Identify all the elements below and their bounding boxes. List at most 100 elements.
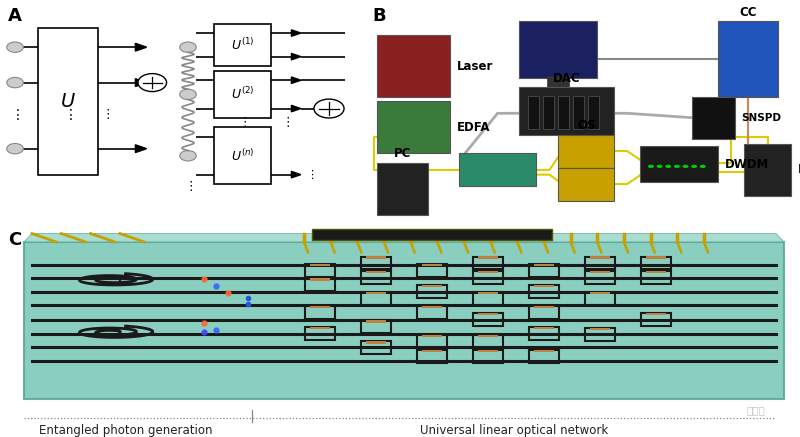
Bar <box>573 96 584 128</box>
Bar <box>646 271 666 274</box>
Circle shape <box>180 151 196 161</box>
Bar <box>310 278 330 281</box>
Bar <box>310 264 330 266</box>
Bar <box>478 271 498 274</box>
FancyBboxPatch shape <box>519 21 597 78</box>
Polygon shape <box>291 171 301 178</box>
Bar <box>422 264 442 266</box>
Bar <box>528 96 538 128</box>
Text: PC: PC <box>394 147 411 160</box>
Text: DWDM: DWDM <box>725 157 769 170</box>
Bar <box>214 24 270 66</box>
FancyBboxPatch shape <box>519 87 614 135</box>
Bar <box>543 96 554 128</box>
Circle shape <box>180 89 196 100</box>
Polygon shape <box>135 43 146 51</box>
Polygon shape <box>291 30 301 36</box>
Bar <box>422 335 442 337</box>
Bar <box>590 271 610 274</box>
Circle shape <box>6 42 23 52</box>
Text: $U$: $U$ <box>60 92 76 111</box>
Bar <box>478 292 498 295</box>
Circle shape <box>657 165 662 168</box>
Bar <box>547 76 569 99</box>
FancyBboxPatch shape <box>377 101 450 153</box>
FancyBboxPatch shape <box>377 163 429 215</box>
Bar <box>366 256 386 259</box>
Circle shape <box>700 165 706 168</box>
Text: Entangled photon generation: Entangled photon generation <box>39 424 213 437</box>
Text: $\vdots$: $\vdots$ <box>306 168 314 181</box>
Circle shape <box>691 165 697 168</box>
Text: $U^{(n)}$: $U^{(n)}$ <box>230 148 254 164</box>
FancyBboxPatch shape <box>692 97 735 139</box>
Bar <box>478 313 498 316</box>
Bar <box>537 97 580 106</box>
Text: $U^{(2)}$: $U^{(2)}$ <box>230 87 254 102</box>
Polygon shape <box>135 145 146 153</box>
Circle shape <box>6 143 23 154</box>
Text: 智东西: 智东西 <box>746 405 766 415</box>
Bar <box>478 350 498 352</box>
Polygon shape <box>291 105 301 112</box>
Bar <box>646 256 666 259</box>
Text: $U^{(1)}$: $U^{(1)}$ <box>230 37 254 53</box>
Text: CC: CC <box>739 6 757 19</box>
Text: EDFA: EDFA <box>457 121 490 134</box>
Text: $\vdots$: $\vdots$ <box>10 107 20 122</box>
Polygon shape <box>135 79 146 87</box>
Circle shape <box>138 73 166 92</box>
Text: OS: OS <box>577 119 595 132</box>
Circle shape <box>648 165 654 168</box>
Bar <box>422 284 442 287</box>
Bar <box>590 292 610 295</box>
Text: $\vdots$: $\vdots$ <box>238 114 247 128</box>
Circle shape <box>674 165 680 168</box>
FancyBboxPatch shape <box>744 144 791 196</box>
Circle shape <box>180 42 196 52</box>
FancyBboxPatch shape <box>458 153 537 187</box>
Bar <box>366 271 386 274</box>
Bar <box>214 71 270 118</box>
Text: $\vdots$: $\vdots$ <box>282 114 290 128</box>
Bar <box>558 96 569 128</box>
Circle shape <box>666 165 671 168</box>
Bar <box>310 305 330 308</box>
Text: SNSPD: SNSPD <box>742 113 782 123</box>
Text: PC: PC <box>798 163 800 177</box>
Bar <box>310 326 330 329</box>
Bar <box>590 256 610 259</box>
Polygon shape <box>291 53 301 60</box>
Bar <box>366 292 386 295</box>
Bar <box>422 350 442 352</box>
Bar <box>478 335 498 337</box>
Text: C: C <box>8 232 22 250</box>
Bar <box>534 264 554 266</box>
Text: $\vdots$: $\vdots$ <box>63 107 73 122</box>
Text: Universal linear optical network: Universal linear optical network <box>420 424 608 437</box>
Bar <box>214 128 270 184</box>
Bar <box>478 256 498 259</box>
Bar <box>312 229 552 240</box>
Bar <box>38 28 98 175</box>
FancyBboxPatch shape <box>558 135 614 167</box>
Polygon shape <box>24 242 784 399</box>
Polygon shape <box>24 233 784 242</box>
FancyBboxPatch shape <box>377 35 450 97</box>
FancyBboxPatch shape <box>718 21 778 97</box>
Polygon shape <box>291 77 301 83</box>
Bar <box>366 320 386 323</box>
Bar <box>588 96 599 128</box>
Text: B: B <box>372 7 386 25</box>
Text: Laser: Laser <box>457 59 493 73</box>
FancyBboxPatch shape <box>558 167 614 201</box>
Bar <box>422 305 442 308</box>
FancyBboxPatch shape <box>640 146 718 182</box>
Circle shape <box>6 77 23 88</box>
Bar <box>534 350 554 352</box>
Text: DAC: DAC <box>553 72 581 85</box>
Text: $\vdots$: $\vdots$ <box>101 108 110 121</box>
Text: A: A <box>7 7 22 25</box>
Circle shape <box>682 165 689 168</box>
Circle shape <box>314 99 344 118</box>
